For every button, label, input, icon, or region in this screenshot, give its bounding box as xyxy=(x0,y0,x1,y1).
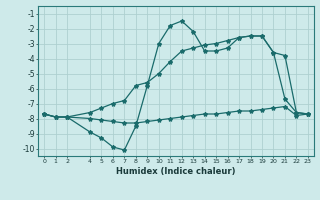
X-axis label: Humidex (Indice chaleur): Humidex (Indice chaleur) xyxy=(116,167,236,176)
